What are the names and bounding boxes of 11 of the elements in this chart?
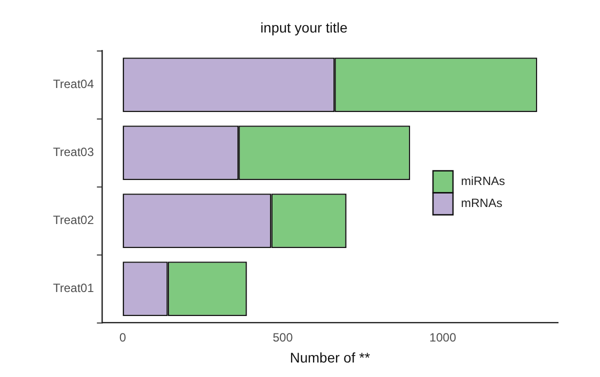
legend-label: miRNAs xyxy=(461,174,505,188)
y-tick-label: Treat04 xyxy=(52,77,94,92)
x-tick-label: 1000 xyxy=(429,330,456,344)
chart-title: input your title xyxy=(260,19,348,36)
legend-label: mRNAs xyxy=(461,196,502,210)
x-axis-title: Number of ** xyxy=(290,349,371,366)
y-tick-label: Treat01 xyxy=(52,281,94,296)
y-tick-label: Treat02 xyxy=(52,213,94,228)
x-tick-label: 0 xyxy=(119,330,126,344)
x-tick-label: 500 xyxy=(272,330,294,344)
y-tick-label: Treat03 xyxy=(52,145,94,160)
